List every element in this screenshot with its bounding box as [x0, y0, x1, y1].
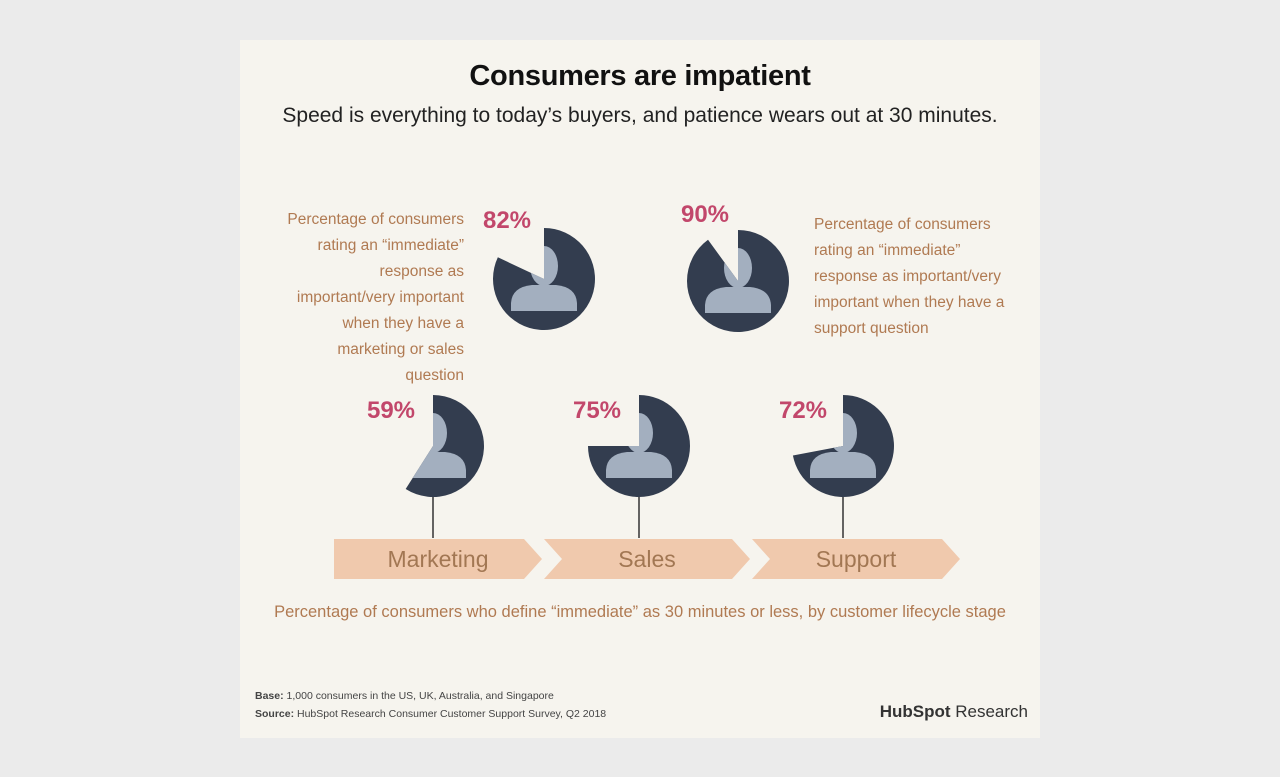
chart-subtitle: Speed is everything to today’s buyers, a… — [282, 104, 998, 127]
percent-label-top-0: 82% — [483, 207, 531, 234]
hubspot-research-logo: HubSpot Research — [880, 702, 1028, 722]
pie-chart-area: 82% 90% 59% 75% 72% Marketing Sales Support — [334, 201, 960, 579]
stage-arrow-1 — [544, 539, 750, 579]
percent-label-bottom-1: 75% — [573, 397, 621, 424]
source-label: Source: — [255, 708, 295, 720]
base-label: Base: — [255, 690, 284, 702]
stage-label-0: Marketing — [388, 546, 489, 572]
stage-arrow-2 — [752, 539, 960, 579]
brand-research: Research — [950, 702, 1028, 721]
stage-label-2: Support — [816, 546, 897, 572]
percent-label-top-1: 90% — [681, 201, 729, 228]
chart-title: Consumers are impatient — [469, 60, 811, 92]
percent-label-bottom-2: 72% — [779, 397, 827, 424]
percent-label-bottom-0: 59% — [367, 397, 415, 424]
base-text: 1,000 consumers in the US, UK, Australia… — [283, 690, 554, 702]
pie-slice-bottom-0 — [405, 395, 484, 497]
source-note: Source: HubSpot Research Consumer Custom… — [255, 708, 606, 720]
base-note: Base: 1,000 consumers in the US, UK, Aus… — [255, 690, 554, 702]
top-right-description: Percentage of consumers rating an “immed… — [814, 216, 1005, 337]
chart-caption: Percentage of consumers who define “imme… — [274, 603, 1006, 621]
top-left-description: Percentage of consumers rating an “immed… — [287, 211, 464, 384]
stage-arrow-0 — [334, 539, 542, 579]
source-text: HubSpot Research Consumer Customer Suppo… — [294, 708, 607, 720]
infographic-card: Consumers are impatient Speed is everyth… — [240, 40, 1040, 738]
brand-hubspot: HubSpot — [879, 702, 951, 721]
stage-label-1: Sales — [618, 546, 676, 572]
